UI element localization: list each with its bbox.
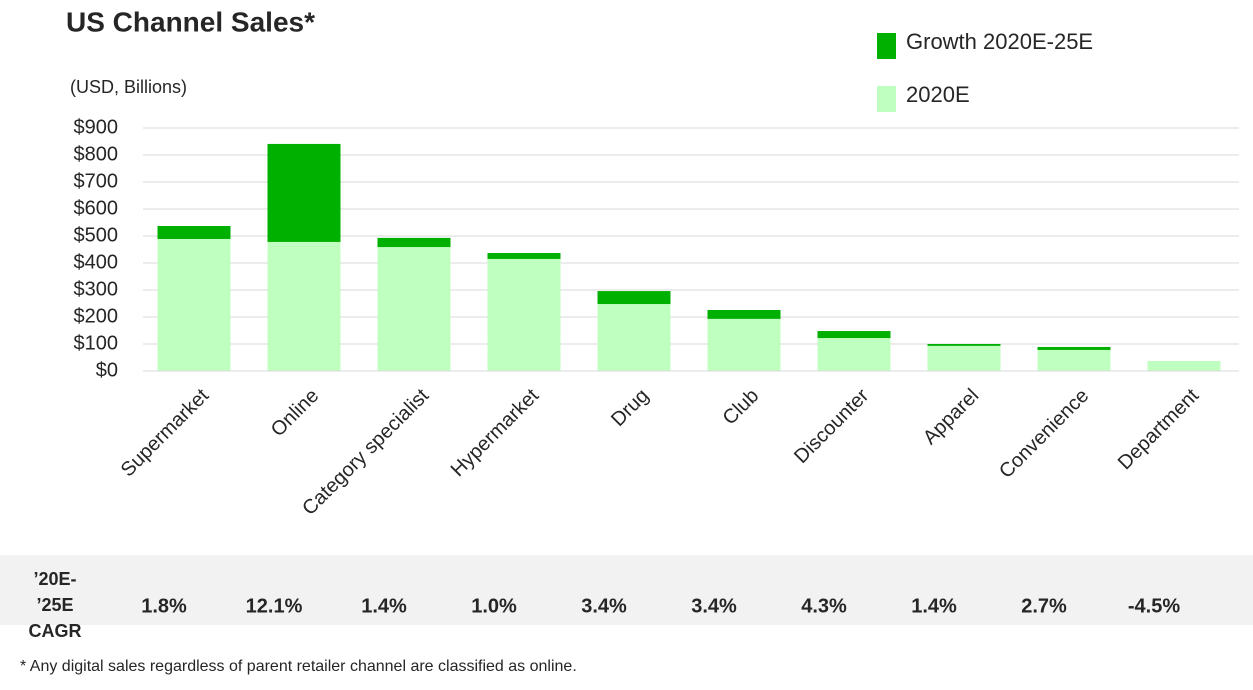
cagr-header: ’20E- — [33, 569, 76, 589]
x-tick-label: Discounter — [790, 384, 873, 467]
y-tick-label: $700 — [74, 170, 119, 192]
y-tick-label: $300 — [74, 278, 119, 300]
y-tick-label: $900 — [74, 116, 119, 138]
bar-segment — [1037, 349, 1111, 371]
cagr-value: 12.1% — [246, 595, 303, 617]
bar-segment — [707, 309, 781, 319]
bar-segment — [267, 143, 341, 242]
x-tick-label: Online — [267, 385, 323, 441]
bar-segment — [597, 291, 671, 305]
y-tick-label: $200 — [74, 305, 119, 327]
bar-segment — [927, 345, 1001, 371]
cagr-value: 4.3% — [801, 595, 847, 617]
y-tick-label: $600 — [74, 197, 119, 219]
cagr-header: ’25E — [36, 595, 73, 615]
cagr-value: 1.8% — [141, 595, 187, 617]
cagr-value: 1.4% — [911, 595, 957, 617]
bar-segment — [817, 338, 891, 371]
x-tick-label: Drug — [607, 385, 653, 431]
y-tick-label: $0 — [96, 359, 118, 381]
cagr-value: 2.7% — [1021, 595, 1067, 617]
x-tick-label: Hypermarket — [447, 384, 544, 481]
y-tick-label: $400 — [74, 251, 119, 273]
legend-swatch — [877, 86, 896, 112]
legend-swatch — [877, 33, 896, 59]
footnote: * Any digital sales regardless of parent… — [20, 658, 577, 675]
cagr-value: 3.4% — [581, 595, 627, 617]
cagr-value: 1.0% — [471, 595, 517, 617]
bar-segment — [597, 304, 671, 371]
bar-segment — [267, 241, 341, 371]
bar-segment — [377, 247, 451, 371]
chart-subtitle: (USD, Billions) — [70, 77, 187, 97]
y-tick-label: $100 — [74, 332, 119, 354]
legend-label: 2020E — [906, 82, 970, 107]
bar-segment — [157, 238, 231, 371]
x-tick-label: Convenience — [995, 385, 1093, 483]
bar-segment — [1147, 361, 1221, 371]
y-tick-label: $500 — [74, 224, 119, 246]
y-tick-label: $800 — [74, 143, 119, 165]
x-tick-label: Supermarket — [117, 384, 214, 481]
cagr-value: 1.4% — [361, 595, 407, 617]
x-tick-label: Department — [1114, 384, 1204, 474]
bar-segment — [157, 226, 231, 239]
cagr-band — [0, 555, 1253, 625]
x-tick-label: Apparel — [919, 385, 983, 449]
cagr-value: -4.5% — [1128, 595, 1180, 617]
bar-segment — [1037, 346, 1111, 350]
bar-segment — [927, 344, 1001, 346]
bar-segment — [377, 237, 451, 248]
bar-segment — [487, 253, 561, 259]
bar-segment — [817, 331, 891, 339]
bar-segment — [487, 258, 561, 371]
legend-label: Growth 2020E-25E — [906, 29, 1093, 54]
cagr-value: 3.4% — [691, 595, 737, 617]
x-tick-label: Club — [719, 385, 764, 430]
chart-title: US Channel Sales* — [66, 6, 315, 37]
cagr-header: CAGR — [29, 621, 82, 641]
bar-segment — [707, 318, 781, 371]
